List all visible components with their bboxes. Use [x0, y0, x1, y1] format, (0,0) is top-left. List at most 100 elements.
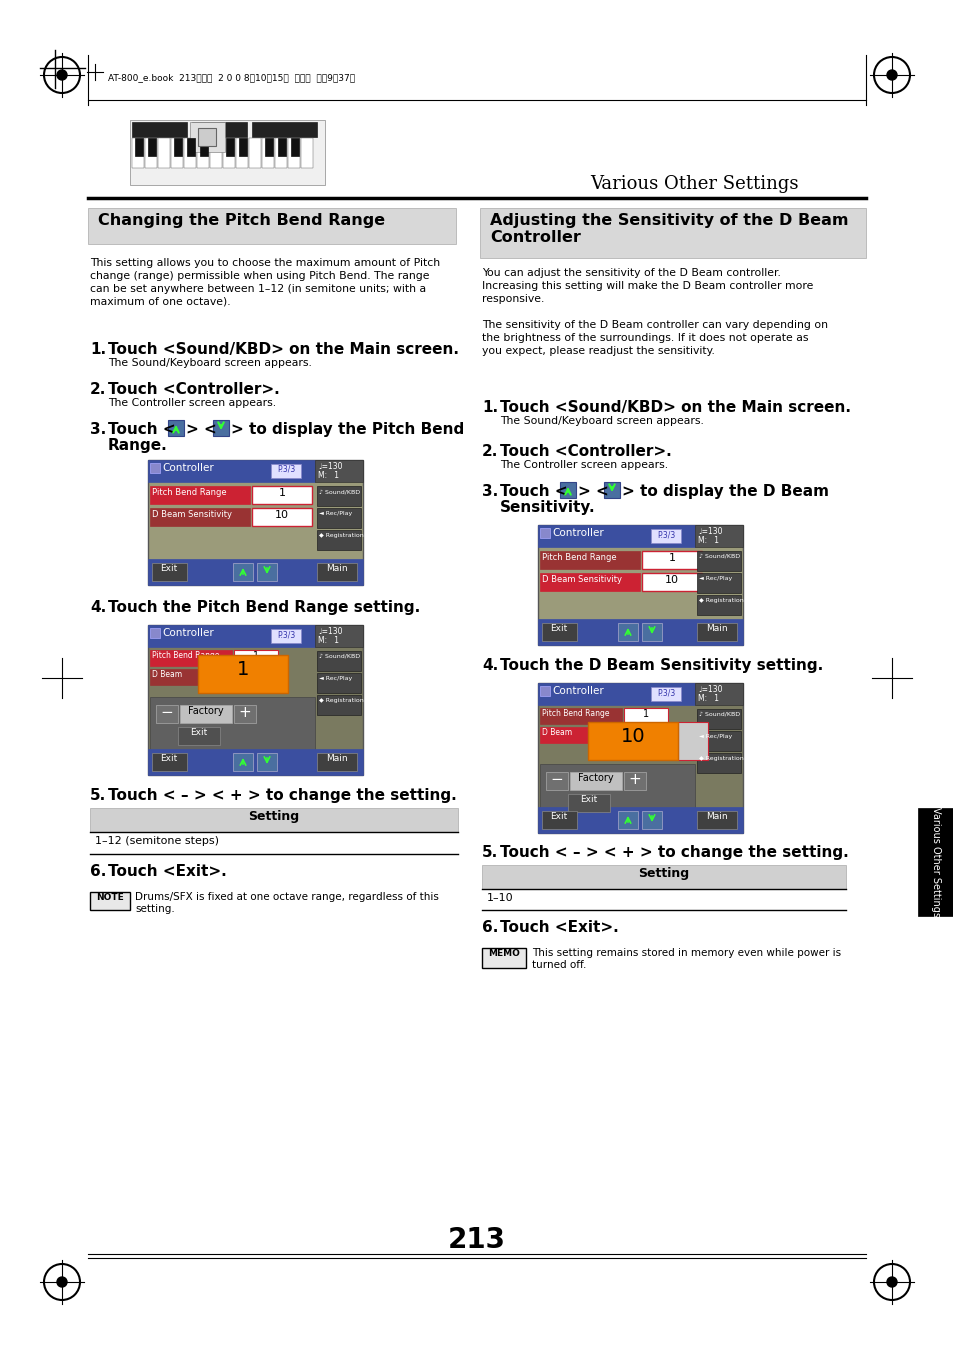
Bar [695, 684, 742, 705]
Bar [314, 459, 363, 482]
Bar [190, 122, 225, 153]
Text: ◆ Registration: ◆ Registration [318, 698, 363, 703]
Text: Touch the D Beam Sensitivity setting.: Touch the D Beam Sensitivity setting. [499, 658, 822, 673]
Bar [316, 530, 360, 550]
Bar [148, 626, 314, 647]
Bar [650, 688, 680, 701]
Text: Drums/SFX is fixed at one octave range, regardless of this: Drums/SFX is fixed at one octave range, … [135, 892, 438, 902]
Bar [697, 623, 737, 640]
Text: > to display the Pitch Bend: > to display the Pitch Bend [231, 422, 464, 436]
Bar [223, 138, 234, 168]
Bar [314, 626, 363, 647]
Text: The Sound/Keyboard screen appears.: The Sound/Keyboard screen appears. [108, 358, 312, 367]
Text: Various Other Settings: Various Other Settings [589, 176, 798, 193]
Bar [291, 138, 298, 155]
Bar [288, 138, 299, 168]
Bar [539, 765, 695, 819]
Bar [316, 563, 356, 581]
Text: ◆ Registration: ◆ Registration [318, 534, 363, 538]
Bar [150, 508, 250, 526]
Bar [316, 651, 360, 671]
Text: M:   1: M: 1 [317, 471, 338, 480]
Bar [249, 138, 261, 168]
Text: Exit: Exit [550, 812, 567, 821]
Text: Touch <Exit>.: Touch <Exit>. [499, 920, 618, 935]
Bar [158, 138, 170, 168]
Text: Range.: Range. [108, 438, 168, 453]
Bar [316, 753, 356, 771]
Circle shape [57, 70, 67, 80]
Bar [539, 551, 639, 569]
Text: ◄ Rec/Play: ◄ Rec/Play [318, 511, 352, 516]
Bar [196, 138, 209, 168]
Text: ◄ Rec/Play: ◄ Rec/Play [318, 676, 352, 681]
Text: Touch <Controller>.: Touch <Controller>. [108, 382, 279, 397]
Text: Controller: Controller [162, 463, 213, 473]
Text: Controller: Controller [552, 528, 603, 538]
Bar [695, 526, 742, 547]
Text: +: + [238, 705, 251, 720]
Bar [545, 771, 567, 790]
Bar [192, 122, 247, 136]
Text: MEMO: MEMO [488, 948, 519, 958]
Bar [559, 482, 576, 499]
Bar [252, 122, 316, 136]
Bar [148, 138, 156, 155]
Bar [537, 619, 742, 644]
Text: P.3/3: P.3/3 [657, 688, 675, 697]
Text: This setting allows you to choose the maximum amount of Pitch: This setting allows you to choose the ma… [90, 258, 439, 267]
Bar [539, 528, 550, 538]
Bar [150, 669, 200, 685]
Text: Changing the Pitch Bend Range: Changing the Pitch Bend Range [98, 213, 385, 228]
Bar [650, 530, 680, 543]
Text: Exit: Exit [160, 563, 177, 573]
Text: 1: 1 [236, 661, 249, 680]
Text: ◄ Rec/Play: ◄ Rec/Play [699, 734, 732, 739]
Text: Touch <: Touch < [108, 422, 175, 436]
Bar [569, 771, 621, 790]
Text: ◆ Registration: ◆ Registration [699, 598, 743, 603]
Text: ♪ Sound/KBD: ♪ Sound/KBD [699, 554, 740, 559]
Bar [156, 705, 178, 723]
Text: change (range) permissible when using Pitch Bend. The range: change (range) permissible when using Pi… [90, 272, 429, 281]
Text: can be set anywhere between 1–12 (in semitone units; with a: can be set anywhere between 1–12 (in sem… [90, 284, 426, 295]
Text: 1: 1 [253, 651, 259, 661]
Circle shape [886, 70, 896, 80]
Bar [697, 811, 737, 830]
Text: Sensitivity.: Sensitivity. [499, 500, 595, 515]
Bar [200, 138, 208, 155]
Text: responsive.: responsive. [481, 295, 544, 304]
Bar [539, 727, 589, 743]
Bar [148, 748, 363, 775]
Text: you expect, please readjust the sensitivity.: you expect, please readjust the sensitiv… [481, 346, 714, 357]
Bar [252, 486, 312, 504]
Text: 2.: 2. [90, 382, 107, 397]
Bar [539, 593, 690, 639]
Text: The sensitivity of the D Beam controller can vary depending on: The sensitivity of the D Beam controller… [481, 320, 827, 330]
Text: ♩=130: ♩=130 [317, 627, 342, 636]
Text: Exit: Exit [191, 728, 208, 738]
Text: > <: > < [578, 484, 608, 499]
Text: Setting: Setting [638, 867, 689, 880]
Bar [641, 623, 661, 640]
Text: ♩=130: ♩=130 [317, 462, 342, 471]
Text: −: − [550, 771, 563, 788]
Bar [132, 138, 144, 168]
Text: Main: Main [705, 624, 727, 634]
Bar [233, 563, 253, 581]
Circle shape [886, 1277, 896, 1288]
Bar [233, 705, 255, 723]
Bar [481, 865, 845, 889]
Text: 5.: 5. [90, 788, 106, 802]
Text: 1.: 1. [90, 342, 106, 357]
Bar [316, 508, 360, 528]
Bar [90, 808, 457, 832]
Bar [537, 684, 695, 705]
Bar [697, 594, 740, 615]
Bar [198, 128, 215, 146]
Text: D Beam: D Beam [541, 728, 572, 738]
Bar [150, 650, 232, 666]
Circle shape [57, 1277, 67, 1288]
Bar [316, 694, 360, 715]
Bar [148, 459, 363, 585]
